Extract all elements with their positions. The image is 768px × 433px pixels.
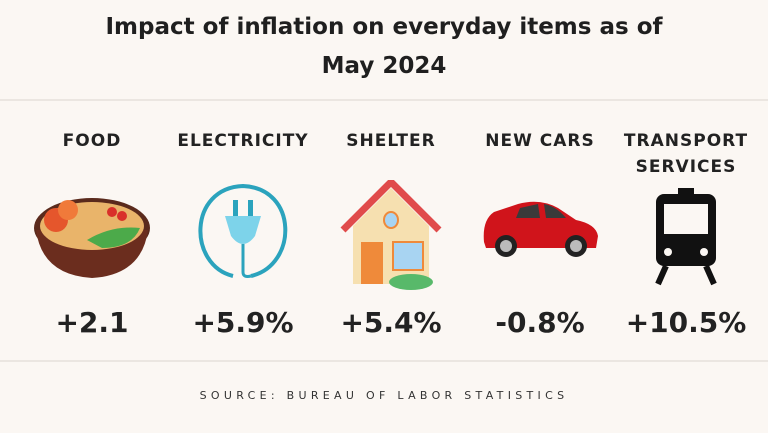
item-food: FOOD +2.1 (17, 118, 167, 339)
item-transport-services: TRANSPORT SERVICES +10.5% (611, 118, 761, 339)
item-shelter: SHELTER +5.4% (316, 118, 466, 339)
train-icon (655, 188, 717, 286)
bottom-divider (0, 360, 768, 362)
house-icon (340, 180, 442, 290)
item-label: NEW CARS (485, 131, 595, 151)
item-label: TRANSPORT SERVICES (623, 131, 749, 177)
item-label: ELECTRICITY (177, 131, 309, 151)
item-value: +10.5% (625, 306, 747, 339)
item-electricity: ELECTRICITY +5.9% (168, 118, 318, 339)
infographic-title: Impact of inflation on everyday items as… (0, 8, 768, 86)
title-line-2: May 2024 (321, 53, 447, 79)
item-new-cars: NEW CARS -0.8% (465, 118, 615, 339)
item-label: FOOD (62, 131, 122, 151)
item-value: +5.9% (192, 306, 294, 339)
electric-plug-icon (198, 183, 288, 278)
item-label: SHELTER (346, 131, 436, 151)
top-divider (0, 99, 768, 101)
item-value: +5.4% (340, 306, 442, 339)
source-note: SOURCE: BUREAU OF LABOR STATISTICS (199, 389, 569, 402)
item-value: +2.1 (55, 306, 129, 339)
food-bowl-icon (34, 198, 150, 278)
title-line-1: Impact of inflation on everyday items as… (105, 14, 663, 40)
item-value: -0.8% (495, 306, 585, 339)
car-icon (483, 201, 598, 257)
